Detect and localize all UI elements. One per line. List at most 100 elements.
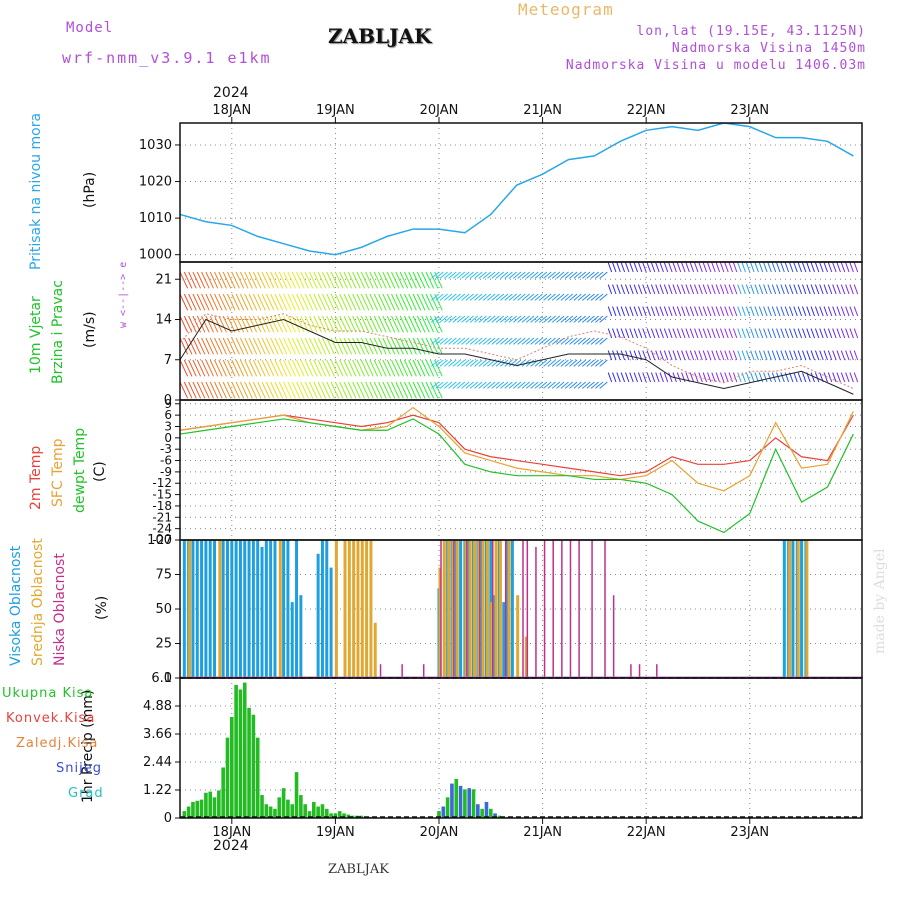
low-cloud-bar: [504, 540, 507, 678]
precip-bar: [476, 804, 480, 818]
precip-bar: [458, 785, 463, 818]
altitude-text: Nadmorska Visina 1450m: [671, 41, 866, 56]
high-cloud-bar: [230, 540, 234, 678]
y-tick-label: 1.22: [143, 783, 172, 798]
mid-cloud-bar: [188, 540, 192, 678]
high-cloud-bar: [286, 540, 290, 678]
low-cloud-bar: [630, 664, 632, 678]
precip-bar: [260, 795, 264, 818]
mid-cloud-bar: [490, 602, 494, 678]
y-tick-label: 9: [164, 397, 172, 411]
precip-bar: [493, 813, 497, 818]
high-cloud-bar: [459, 540, 463, 678]
high-cloud-bar: [234, 540, 238, 678]
precip-bar: [191, 801, 195, 818]
precip-bar: [307, 811, 312, 818]
precip-bar: [342, 813, 346, 818]
high-cloud-bar: [208, 540, 212, 678]
high-cloud-bar: [269, 540, 273, 678]
temp2m-line: [179, 414, 854, 477]
y-tick-label: 100: [147, 533, 172, 548]
year-top: 2024: [213, 85, 249, 101]
mid-cloud-bar: [481, 540, 485, 678]
low-cloud-bar: [569, 540, 572, 678]
low-cloud-bar: [656, 664, 658, 678]
y-tick-label: 0: [164, 811, 172, 826]
y-tick-label: -18: [152, 499, 172, 513]
precip-bar: [467, 788, 472, 818]
high-cloud-bar: [329, 567, 333, 678]
y-tick-label: -6: [160, 454, 172, 468]
mid-cloud-bar: [477, 540, 481, 678]
y-tick-label: 21: [155, 272, 172, 287]
precip-bar: [204, 792, 208, 818]
coords-text: lon,lat (19.15E, 43.1125N): [636, 24, 866, 39]
mid-cloud-bar: [473, 540, 477, 678]
y-tick-label: 14: [155, 313, 172, 328]
y-tick-label: 1000: [139, 248, 172, 263]
day-label-top: 23JAN: [730, 103, 769, 118]
precip-bar: [229, 717, 234, 818]
y-tick-label: 0: [164, 671, 172, 686]
low-cloud-bar: [453, 540, 455, 678]
precip-bar: [286, 799, 290, 818]
precip-bar: [484, 801, 489, 818]
mid-cloud-bar: [464, 540, 468, 678]
mid-cloud-bar: [365, 540, 369, 678]
high-cloud-bar: [502, 602, 506, 678]
high-cloud-bar: [260, 546, 264, 678]
high-cloud-bar: [510, 540, 514, 678]
precip-bar: [333, 813, 338, 818]
high-cloud-bar: [213, 540, 217, 678]
y-tick-label: 2.44: [143, 755, 172, 770]
high-cloud-bar: [182, 540, 186, 678]
mid-cloud-bar: [796, 540, 800, 678]
precip-bar: [320, 804, 325, 818]
day-label-top: 19JAN: [316, 103, 355, 118]
mid-cloud-bar: [455, 540, 459, 678]
wind-speed-line: [179, 318, 854, 395]
mid-cloud-bar: [516, 595, 520, 678]
mid-cloud-bar: [451, 540, 455, 678]
mid-cloud-bar: [438, 567, 442, 678]
precip-bar: [437, 811, 441, 818]
mid-cloud-bar: [788, 540, 792, 678]
legend-snijeg: Snijeg: [56, 761, 102, 776]
mid-cloud-bar: [494, 540, 498, 678]
low-cloud-bar: [492, 540, 494, 678]
year-bottom: 2024: [213, 838, 249, 854]
mid-cloud-bar: [805, 540, 809, 678]
precip-bar: [324, 808, 329, 818]
y-tick-label: -12: [152, 476, 172, 490]
legend-zaledj: Zaledj.Kisa: [16, 736, 99, 751]
day-label-top: 20JAN: [420, 103, 459, 118]
low-cloud-bar: [543, 540, 546, 678]
precip-bar: [290, 804, 295, 818]
precip-bar: [312, 801, 316, 818]
precip-bar: [471, 789, 476, 818]
high-cloud-bar: [238, 540, 242, 678]
low-cloud-bar: [401, 664, 403, 678]
pressure-line: [179, 122, 854, 256]
low-cloud-bar: [440, 540, 442, 678]
footer-station: ZABLJAK: [328, 862, 389, 877]
mid-cloud-bar: [468, 540, 472, 678]
low-cloud-bar: [612, 595, 615, 678]
y-tick-label: 75: [155, 568, 172, 583]
model-label: Model: [66, 20, 114, 36]
high-cloud-bar: [791, 540, 795, 678]
precip-bar: [316, 806, 320, 818]
y-tick-label: -15: [152, 488, 172, 502]
high-cloud-bar: [204, 540, 208, 678]
high-cloud-bar: [200, 540, 204, 678]
low-cloud-bar: [638, 664, 641, 678]
y-tick-label: 25: [155, 637, 172, 652]
day-label-bottom: 23JAN: [730, 825, 769, 840]
meteogram-title: Meteogram: [518, 0, 614, 19]
low-cloud-bar: [466, 540, 468, 678]
precip-bar: [264, 804, 269, 818]
high-cloud-bar: [290, 602, 294, 678]
day-label-bottom: 19JAN: [316, 825, 355, 840]
day-label-bottom: 20JAN: [420, 825, 459, 840]
mid-cloud-bar: [485, 540, 489, 678]
